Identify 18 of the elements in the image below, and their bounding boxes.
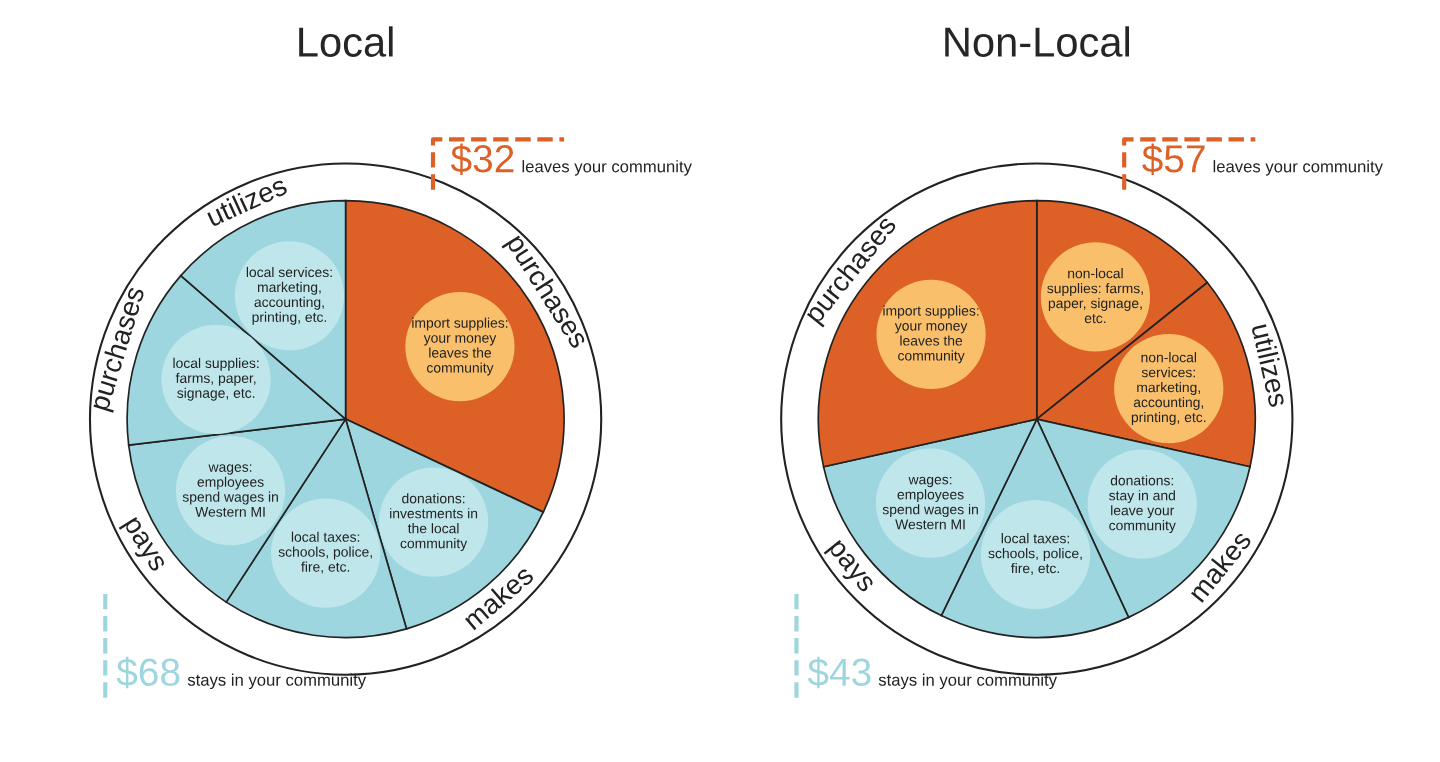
- text: $32 leaves your community: [450, 143, 692, 176]
- text: $43 stays in your community: [807, 656, 1057, 690]
- slice-label: local supplies: farms, paper, signage, etc.: [173, 357, 259, 401]
- text: $57 leaves your community: [1142, 143, 1383, 176]
- slice-label: local taxes: schools, police, fire, etc.: [278, 531, 372, 574]
- slice-label: donations: investments in the local community: [390, 493, 478, 552]
- slice-label: local services: marketing, accounting, printing, etc.: [246, 266, 332, 325]
- chart-title: Non-Local: [945, 26, 1129, 57]
- text: $68 stays in your community: [116, 656, 367, 690]
- slice-label: local taxes: schools, police, fire, etc.: [988, 533, 1082, 575]
- text: utilizes: [1251, 324, 1285, 408]
- slice-label: wages: employees spend wages in Western MI: [182, 464, 278, 517]
- chart-title: Local: [299, 26, 393, 57]
- slice-label: wages: employees spend wages in Western MI: [882, 476, 978, 530]
- slice-label: non-local services: marketing, accounting, printing, etc.: [1131, 352, 1206, 425]
- slice-label: non-local supplies: farms, paper, signage, etc.: [1047, 268, 1143, 324]
- slice-label: donations: stay in and leave your community: [1109, 475, 1176, 534]
- text: utilizes: [207, 179, 289, 227]
